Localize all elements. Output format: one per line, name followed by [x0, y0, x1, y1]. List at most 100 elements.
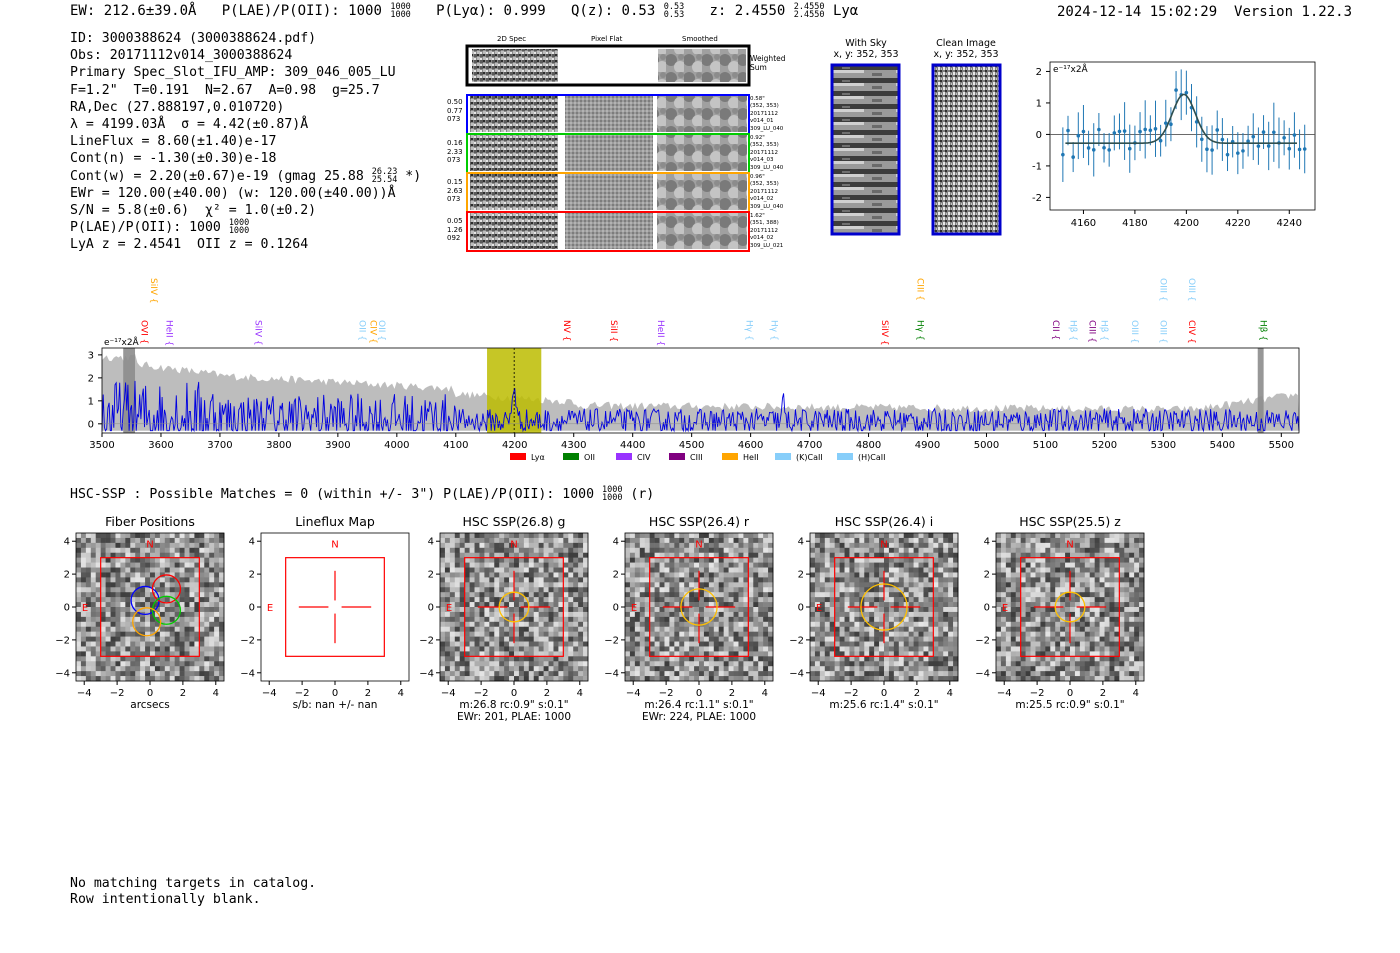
- panel-pixel: [859, 552, 865, 558]
- panel-pixel: [538, 641, 544, 647]
- panel-pixel: [898, 626, 905, 632]
- panel-ytick-label: 0: [798, 603, 804, 614]
- panel-pixel: [1070, 646, 1076, 652]
- panel-pixel: [135, 597, 141, 603]
- panel-pixel: [913, 666, 919, 672]
- panel-pixel: [1010, 567, 1017, 573]
- panel-pixel: [718, 577, 724, 583]
- panel-pixel: [1055, 567, 1061, 573]
- panel-pixel: [849, 557, 855, 563]
- spectrum-xtick-label: 4000: [384, 440, 409, 451]
- panel-pixel: [684, 631, 690, 637]
- panel-pixel: [743, 562, 749, 568]
- panel-pixel: [659, 542, 665, 549]
- panel-pixel: [474, 592, 480, 598]
- panel-pixel: [1084, 646, 1091, 652]
- panel-pixel: [120, 626, 126, 632]
- panel-pixel: [115, 533, 121, 539]
- panel-pixel: [189, 661, 195, 667]
- panel-pixel: [1119, 616, 1125, 623]
- panel-pixel: [469, 597, 475, 603]
- panel-pixel: [479, 592, 485, 598]
- panel-pixel: [1065, 626, 1071, 632]
- panel-pixel: [738, 572, 744, 578]
- panel-pixel: [494, 641, 500, 647]
- panel-pixel: [219, 567, 225, 573]
- panel-pixel: [713, 582, 720, 588]
- panel-caption-1: m:25.6 rc:1.4" s:0.1": [829, 699, 938, 711]
- panel-pixel: [728, 567, 734, 573]
- panel-pixel: [1109, 636, 1115, 642]
- panel-pixel: [140, 552, 146, 558]
- panel-pixel: [1065, 582, 1071, 588]
- panel-pixel: [159, 552, 166, 558]
- panel-pixel: [1119, 572, 1125, 578]
- panel-pixel: [644, 631, 650, 637]
- panel-pixel: [514, 611, 520, 618]
- panel-pixel: [1099, 562, 1105, 568]
- panel-pixel: [1005, 671, 1012, 677]
- panel-pixel: [768, 656, 774, 662]
- panel-pixel: [514, 666, 520, 672]
- panel-pixel: [474, 611, 480, 618]
- panel-pixel: [1124, 547, 1130, 554]
- panel-pixel: [469, 636, 475, 642]
- panel-pixel: [189, 597, 195, 603]
- panel-pixel: [464, 666, 470, 672]
- panel-pixel: [1079, 661, 1086, 667]
- panel-pixel: [1040, 597, 1046, 603]
- panel-pixel: [130, 533, 136, 539]
- panel-pixel: [184, 537, 190, 544]
- panel-pixel: [583, 602, 589, 608]
- panel-pixel: [728, 631, 734, 637]
- panel-pixel: [753, 537, 759, 544]
- panel-pixel: [674, 587, 680, 593]
- panel-pixel: [1010, 533, 1017, 539]
- panel-pixel: [1030, 592, 1036, 598]
- panel-pixel: [684, 651, 690, 657]
- panel-pixel: [903, 587, 909, 593]
- panel-pixel: [1104, 542, 1110, 549]
- panel-pixel: [1030, 557, 1036, 563]
- panel-pixel: [573, 631, 579, 637]
- panel-pixel: [908, 676, 914, 682]
- panel-pixel: [933, 621, 939, 628]
- panel-pixel: [464, 651, 470, 657]
- panel-pixel: [898, 552, 905, 558]
- panel-pixel: [563, 562, 569, 568]
- panel-pixel: [194, 602, 200, 608]
- panel-pixel: [469, 557, 475, 563]
- panel-pixel: [105, 602, 111, 608]
- panel-pixel: [1040, 547, 1046, 554]
- panel-pixel: [763, 676, 769, 682]
- panel-pixel: [953, 636, 959, 642]
- panel-pixel: [708, 542, 715, 549]
- line-fit-point: [1282, 136, 1286, 140]
- panel-pixel: [150, 542, 156, 549]
- panel-pixel: [723, 592, 729, 598]
- panel-pixel: [854, 666, 860, 672]
- panel-pixel: [669, 537, 675, 544]
- panel-pixel: [943, 621, 949, 628]
- panel-pixel: [548, 607, 554, 613]
- panel-pixel: [140, 671, 146, 677]
- panel-pixel: [159, 587, 166, 593]
- panel-pixel: [179, 582, 185, 588]
- panel-pixel: [844, 547, 850, 554]
- panel-pixel: [1040, 646, 1046, 652]
- spectral-line-label: OIII {: [1129, 320, 1139, 344]
- line-fit-point: [1184, 90, 1189, 95]
- panel-pixel: [888, 676, 895, 682]
- panel-pixel: [669, 636, 675, 642]
- panel-pixel: [1119, 567, 1125, 573]
- panel-pixel: [634, 671, 641, 677]
- panel-pixel: [538, 542, 544, 549]
- panel-pixel: [1124, 666, 1130, 672]
- panel-pixel: [928, 552, 934, 558]
- panel-pixel: [768, 607, 774, 613]
- panel-pixel: [703, 621, 710, 628]
- panel-pixel: [1015, 646, 1021, 652]
- panel-pixel: [1094, 582, 1100, 588]
- panel-pixel: [454, 582, 461, 588]
